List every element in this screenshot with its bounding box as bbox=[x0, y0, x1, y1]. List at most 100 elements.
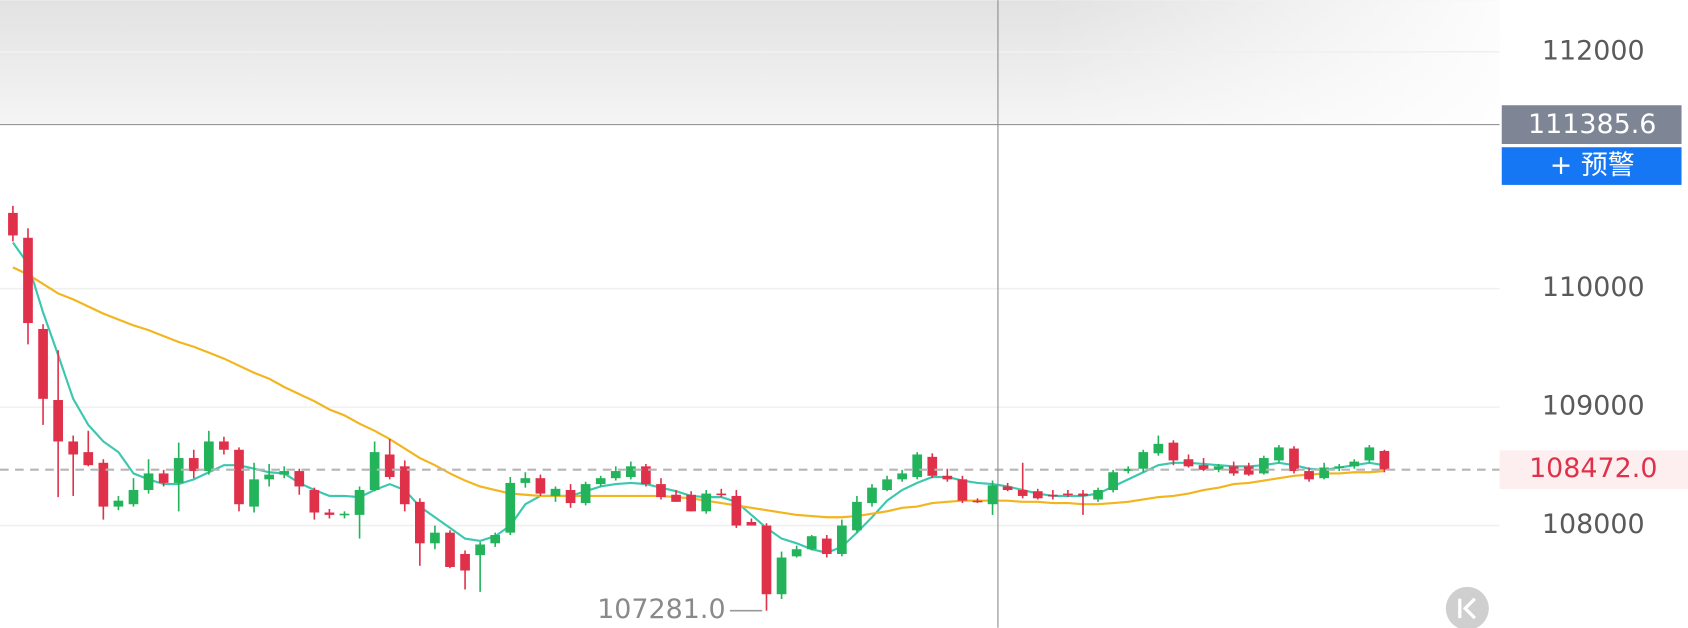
candle-body bbox=[580, 484, 591, 504]
candle-body bbox=[686, 494, 696, 512]
y-tick-label: 112000 bbox=[1542, 35, 1645, 66]
y-tick-label: 110000 bbox=[1542, 272, 1645, 303]
min-price-label: 107281.0 bbox=[597, 594, 725, 625]
candle-body bbox=[987, 485, 998, 505]
candle-body bbox=[1228, 466, 1239, 474]
price-axis-panel bbox=[1499, 0, 1688, 628]
candle-body bbox=[1123, 468, 1134, 472]
candle-body bbox=[942, 475, 953, 480]
candle-body bbox=[354, 490, 365, 515]
candle-body bbox=[837, 525, 847, 554]
candle-body bbox=[957, 479, 968, 501]
candle-body bbox=[731, 495, 742, 526]
candle-body bbox=[671, 494, 681, 502]
candle-body bbox=[852, 501, 862, 531]
candle-body bbox=[520, 478, 531, 483]
y-tick-label: 109000 bbox=[1542, 391, 1645, 422]
candle-body bbox=[264, 474, 274, 480]
candle-body bbox=[806, 536, 817, 550]
candle-body bbox=[1153, 443, 1164, 454]
candles bbox=[8, 205, 1390, 611]
candle-body bbox=[1138, 452, 1149, 469]
candle-body bbox=[1063, 493, 1073, 496]
candle-body bbox=[701, 493, 712, 512]
last-price-box bbox=[1499, 450, 1688, 490]
candle-body bbox=[641, 466, 651, 485]
candle-body bbox=[776, 557, 787, 595]
candle-body bbox=[143, 473, 154, 491]
candle-body bbox=[490, 535, 501, 544]
candle-body bbox=[1379, 450, 1390, 470]
candle-body bbox=[897, 473, 907, 480]
candle-body bbox=[565, 490, 576, 504]
candle-body bbox=[595, 478, 606, 485]
candle-body bbox=[399, 466, 410, 505]
button-icon bbox=[1458, 597, 1476, 620]
candle-body bbox=[1349, 461, 1360, 467]
candle-body bbox=[1002, 486, 1013, 491]
candle-body bbox=[204, 441, 214, 472]
alert-button[interactable]: + 预警 bbox=[1501, 147, 1682, 185]
candle-body bbox=[1243, 466, 1254, 475]
candle-body bbox=[384, 454, 395, 477]
candle-body bbox=[445, 532, 455, 567]
candle-body bbox=[1198, 465, 1209, 470]
candle-body bbox=[1334, 466, 1345, 468]
candle-body bbox=[761, 525, 772, 595]
candle-body bbox=[1364, 447, 1375, 461]
candle-body bbox=[324, 512, 335, 515]
candle-body bbox=[53, 400, 63, 442]
top-shade-fade bbox=[0, 0, 1500, 126]
candle-body bbox=[1048, 494, 1058, 497]
candle-body bbox=[1274, 447, 1284, 461]
candle-body bbox=[821, 538, 832, 554]
candle-body bbox=[234, 449, 244, 505]
candle-body bbox=[867, 487, 877, 504]
candle-body bbox=[927, 456, 938, 476]
candle-body bbox=[610, 471, 621, 479]
candle-body bbox=[83, 452, 94, 466]
candle-body bbox=[550, 488, 561, 496]
candle-body bbox=[158, 473, 169, 483]
candle-body bbox=[656, 484, 666, 498]
candle-body bbox=[746, 521, 757, 526]
candle-body bbox=[68, 441, 79, 455]
y-tick-label: 108000 bbox=[1542, 509, 1645, 540]
candle-body bbox=[1304, 471, 1314, 480]
candle-body bbox=[249, 479, 259, 507]
candle-body bbox=[626, 466, 636, 477]
candle-body bbox=[294, 471, 305, 487]
candle-body bbox=[1108, 472, 1118, 491]
back-to-latest-button[interactable] bbox=[1445, 586, 1489, 628]
candle-body bbox=[475, 544, 485, 556]
candle-body bbox=[882, 479, 892, 491]
candle-body bbox=[369, 452, 380, 491]
alert-button-box[interactable] bbox=[1501, 147, 1682, 185]
candle-body bbox=[8, 212, 18, 236]
candle-body bbox=[1259, 458, 1269, 474]
candle-body bbox=[1078, 493, 1088, 496]
candle-body bbox=[188, 458, 199, 472]
candle-body bbox=[1319, 467, 1329, 479]
alert-button-label[interactable]: + 预警 bbox=[1550, 150, 1635, 181]
candle-body bbox=[128, 490, 139, 505]
candle-body bbox=[1168, 442, 1179, 461]
crosshair-price-box bbox=[1501, 105, 1682, 145]
candle-body bbox=[1289, 448, 1299, 472]
candle-body bbox=[460, 553, 470, 571]
candle-body bbox=[972, 500, 983, 503]
ma-line bbox=[12, 266, 1385, 519]
candle-body bbox=[98, 462, 109, 507]
candle-body bbox=[1017, 490, 1028, 496]
candle-body bbox=[912, 454, 923, 477]
candle-body bbox=[309, 490, 320, 513]
crosshair-price-label: 111385.6 bbox=[1528, 109, 1656, 140]
candle-body bbox=[505, 482, 516, 533]
candle-body bbox=[339, 513, 350, 516]
candle-body bbox=[173, 458, 184, 483]
candle-body bbox=[279, 471, 290, 475]
candle-body bbox=[1032, 491, 1043, 499]
overlay: 107281.0 bbox=[0, 0, 1500, 628]
last-price-label: 108472.0 bbox=[1529, 453, 1657, 484]
